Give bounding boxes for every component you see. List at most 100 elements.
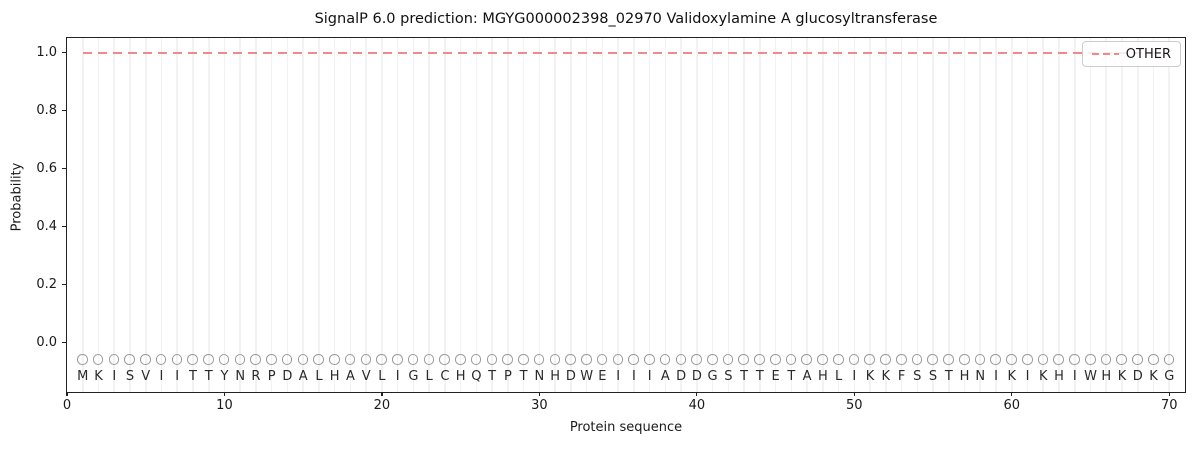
gridline xyxy=(664,38,667,392)
residue-marker-circle xyxy=(754,354,765,366)
sequence-letter: H xyxy=(329,368,340,384)
gridline xyxy=(1168,38,1171,392)
residue-marker-circle xyxy=(1084,354,1096,366)
gridline xyxy=(948,38,950,392)
y-tick-label: 0.2 xyxy=(36,276,57,292)
gridline xyxy=(412,38,415,392)
residue-marker-circle xyxy=(439,354,450,366)
residue-marker-circle xyxy=(644,354,655,366)
x-tick-mark xyxy=(223,392,226,396)
residue-marker-circle xyxy=(1163,354,1175,366)
sequence-letter: T xyxy=(519,368,528,384)
x-tick-mark xyxy=(1168,392,1170,396)
x-axis-label: Protein sequence xyxy=(569,420,683,435)
y-tick-mark xyxy=(62,284,66,286)
gridline xyxy=(176,38,179,392)
residue-marker-circle xyxy=(565,354,576,366)
x-tick-label: 20 xyxy=(373,398,391,413)
sequence-letter: T xyxy=(188,368,197,384)
residue-marker-circle xyxy=(518,354,529,366)
sequence-letter: P xyxy=(503,368,512,384)
gridline xyxy=(381,38,383,392)
gridline xyxy=(774,38,777,392)
sequence-letter: N xyxy=(975,368,986,384)
sequence-letter: T xyxy=(488,368,497,384)
gridline xyxy=(900,38,903,392)
gridline xyxy=(1105,38,1108,392)
sequence-letter: I xyxy=(1072,368,1077,384)
y-tick-mark xyxy=(62,226,66,228)
gridline xyxy=(1152,38,1155,392)
residue-marker-circle xyxy=(675,354,687,366)
sequence-letter: T xyxy=(787,368,796,384)
gridline xyxy=(491,38,493,392)
sequence-letter: G xyxy=(707,368,718,384)
sequence-letter: I xyxy=(616,368,621,384)
x-tick-label: 40 xyxy=(688,398,706,413)
sequence-letter: A xyxy=(802,368,812,384)
sequence-letter: A xyxy=(298,368,308,384)
gridline xyxy=(129,38,131,392)
sequence-letter: H xyxy=(959,368,970,384)
residue-marker-circle xyxy=(691,354,702,366)
legend-box: OTHER xyxy=(1081,41,1181,67)
sequence-letter: T xyxy=(740,368,749,384)
residue-marker-circle xyxy=(738,354,750,366)
sequence-letter: W xyxy=(1084,368,1097,384)
sequence-letter: K xyxy=(881,368,891,384)
y-tick-label: 0.0 xyxy=(36,334,57,350)
gridline xyxy=(979,38,982,392)
gridline xyxy=(727,38,730,392)
sequence-letter: I xyxy=(175,368,180,384)
residue-marker-circle xyxy=(281,354,293,366)
residue-marker-circle xyxy=(1069,354,1080,366)
sequence-letter: S xyxy=(125,368,135,384)
gridline xyxy=(1010,38,1013,392)
other-probability-line xyxy=(82,51,1170,54)
sequence-letter: E xyxy=(598,368,607,384)
gridline xyxy=(365,38,367,392)
gridline xyxy=(286,38,289,392)
y-tick-label: 0.4 xyxy=(36,218,57,234)
residue-marker-circle xyxy=(297,354,309,366)
y-tick-mark xyxy=(62,51,66,54)
gridline xyxy=(144,38,147,392)
residue-marker-circle xyxy=(218,354,230,366)
gridline xyxy=(1026,38,1029,392)
sequence-letter: Q xyxy=(471,368,482,384)
residue-marker-circle xyxy=(549,354,561,366)
residue-marker-circle xyxy=(203,354,214,366)
gridline xyxy=(522,38,525,392)
sequence-letter: E xyxy=(771,368,780,384)
sequence-letter: K xyxy=(1149,368,1158,384)
residue-marker-circle xyxy=(1053,354,1065,366)
residue-marker-circle xyxy=(376,354,387,366)
x-tick-label: 50 xyxy=(846,398,863,413)
residue-marker-circle xyxy=(1116,354,1127,366)
residue-marker-circle xyxy=(990,354,1002,366)
legend-label: OTHER xyxy=(1125,46,1171,62)
residue-marker-circle xyxy=(344,354,356,366)
gridline xyxy=(570,38,572,392)
gridline xyxy=(1073,38,1076,392)
gridline xyxy=(995,38,997,392)
gridline xyxy=(916,38,919,392)
residue-marker-circle xyxy=(895,354,907,366)
x-tick-label: 60 xyxy=(1003,398,1021,413)
residue-marker-circle xyxy=(612,354,624,366)
gridline xyxy=(507,38,509,392)
residue-marker-circle xyxy=(407,354,419,366)
residue-marker-circle xyxy=(581,354,592,366)
residue-marker-circle xyxy=(470,354,482,366)
sequence-letter: H xyxy=(550,368,561,384)
sequence-letter: I xyxy=(994,368,998,384)
gridline xyxy=(428,38,430,392)
sequence-letter: G xyxy=(408,368,419,384)
residue-marker-circle xyxy=(455,354,466,366)
sequence-letter: S xyxy=(928,368,938,384)
sequence-letter: A xyxy=(660,368,670,384)
gridline xyxy=(97,38,100,392)
residue-marker-circle xyxy=(659,354,671,366)
x-tick-mark xyxy=(538,392,540,396)
